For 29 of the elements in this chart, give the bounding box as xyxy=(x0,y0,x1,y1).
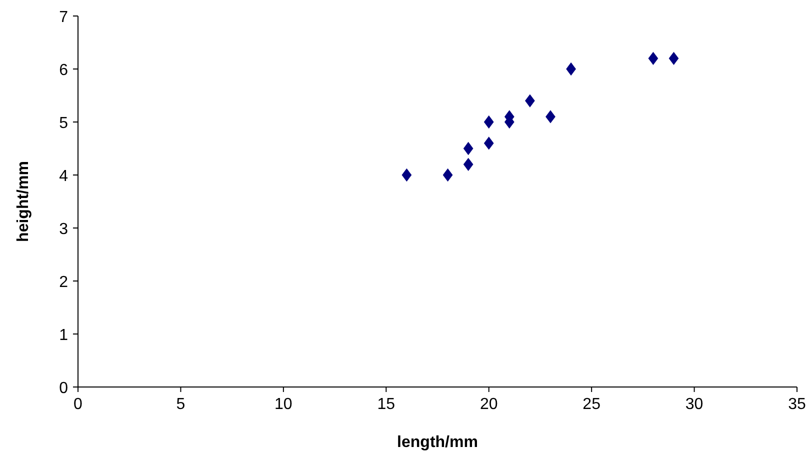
point xyxy=(566,62,576,76)
x-tick-label: 35 xyxy=(788,396,806,413)
point xyxy=(442,168,453,182)
x-tick-label: 5 xyxy=(176,396,186,413)
point xyxy=(648,52,658,65)
x-tick-label: 15 xyxy=(377,396,396,413)
x-tick-label: 20 xyxy=(480,396,498,413)
point xyxy=(402,168,412,182)
y-tick-label: 0 xyxy=(59,380,68,397)
point xyxy=(525,94,535,108)
y-tick-label: 6 xyxy=(59,62,68,79)
point xyxy=(546,110,556,124)
x-tick-label: 10 xyxy=(274,396,292,413)
x-tick-label: 30 xyxy=(685,396,704,413)
y-tick-label: 5 xyxy=(59,115,68,132)
y-tick-label: 7 xyxy=(59,9,68,26)
y-tick-label: 4 xyxy=(59,168,68,185)
x-tick-label: 0 xyxy=(74,396,83,413)
point xyxy=(484,136,494,150)
point xyxy=(463,142,474,156)
y-tick-label: 2 xyxy=(59,274,68,291)
y-tick-label: 3 xyxy=(59,221,68,238)
x-tick-label: 25 xyxy=(582,396,601,413)
point xyxy=(668,52,679,65)
point xyxy=(463,158,474,171)
point xyxy=(484,115,494,129)
y-axis-title: height/mm xyxy=(15,161,32,242)
y-tick-label: 1 xyxy=(59,327,68,344)
x-axis-title: length/mm xyxy=(397,434,478,451)
